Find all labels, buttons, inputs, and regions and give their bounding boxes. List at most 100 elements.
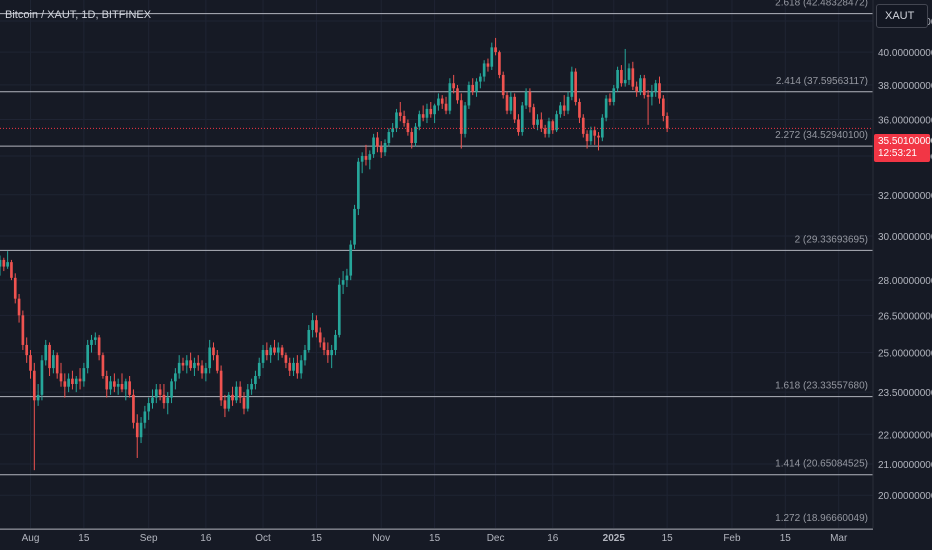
candle-body — [200, 365, 204, 374]
candle-body — [276, 347, 280, 353]
candle-body — [345, 275, 349, 281]
candle-body — [303, 350, 307, 361]
candle-body — [55, 355, 59, 374]
candle-body — [322, 342, 326, 351]
candle-body — [463, 105, 467, 134]
candle-body — [490, 47, 494, 67]
candle-body — [437, 98, 440, 106]
candle-body — [29, 355, 32, 371]
candle-body — [208, 347, 212, 369]
candle-body — [132, 394, 135, 423]
candle-body — [116, 384, 120, 387]
candle-body — [559, 105, 562, 115]
candle-body — [540, 119, 543, 129]
candle-body — [475, 81, 478, 92]
candle-body — [646, 95, 650, 97]
candle-body — [0, 259, 2, 267]
candle-body — [273, 347, 276, 353]
candle-body — [44, 344, 48, 361]
candle-body — [174, 373, 177, 382]
candle-body — [360, 156, 364, 162]
candle-body — [170, 381, 173, 398]
time-axis[interactable]: Aug 15 Sep 16 Oct 15 Nov 15 Dec 16 2025 15 Feb 15 Mar — [22, 533, 848, 544]
x-tick-label: 15 — [78, 533, 90, 544]
y-tick-label: 32.00000000 — [878, 191, 932, 202]
candle-body — [486, 63, 490, 67]
candle-body — [425, 108, 429, 118]
candle-body — [376, 137, 379, 147]
candle-body — [368, 154, 372, 160]
candle-body — [124, 381, 128, 390]
candle-body — [288, 362, 292, 371]
x-tick-label: 15 — [429, 533, 441, 544]
candle-body — [383, 143, 387, 153]
candle-body — [406, 123, 410, 133]
candle-body — [433, 105, 436, 115]
candle-body — [219, 370, 223, 401]
candle-body — [10, 262, 13, 278]
candle-body — [204, 368, 208, 374]
fib-level-label: 2.272 (34.52940100) — [775, 130, 868, 141]
candle-body — [398, 112, 402, 116]
candle-body — [608, 98, 612, 102]
y-tick-label: 36.00000000 — [878, 115, 932, 126]
candle-body — [257, 362, 261, 377]
fib-level-label: 2.414 (37.59563117) — [776, 76, 868, 87]
candle-body — [318, 332, 322, 343]
candle-body — [600, 117, 604, 138]
candle-body — [78, 378, 82, 382]
candle-body — [467, 84, 471, 106]
candle-body — [284, 355, 288, 363]
x-tick-label: Nov — [372, 533, 390, 544]
candle-body — [402, 115, 406, 124]
candle-body — [326, 350, 330, 356]
fib-level-label: 1.272 (18.96660049) — [775, 513, 868, 524]
candle-body — [177, 362, 181, 374]
candle-body — [74, 378, 78, 385]
candle-body — [482, 63, 486, 77]
symbol-search-input[interactable]: XAUT — [876, 4, 928, 28]
candle-body — [414, 126, 417, 144]
candle-body — [547, 121, 551, 134]
candle-body — [357, 161, 360, 209]
candle-body — [17, 298, 21, 316]
candle-body — [574, 71, 577, 102]
candle-body — [520, 105, 524, 133]
fib-level-label: 1.414 (20.65084525) — [775, 459, 868, 470]
candle-body — [246, 389, 250, 409]
candle-body — [501, 74, 505, 96]
x-tick-label: 15 — [780, 533, 792, 544]
candle-body — [532, 107, 536, 125]
fibonacci-retracement[interactable]: 2.618 (42.48328472) 2.414 (37.59563117) 2.… — [0, 0, 873, 530]
candle-body — [151, 397, 154, 404]
y-tick-label: 40.00000000 — [878, 48, 932, 59]
candle-body — [261, 350, 265, 363]
candle-body — [585, 133, 589, 142]
candle-body — [658, 83, 661, 99]
candle-body — [391, 128, 394, 133]
candle-body — [189, 360, 192, 369]
candle-body — [620, 69, 623, 84]
candle-body — [448, 83, 452, 111]
candle-body — [185, 360, 189, 366]
candle-body — [513, 96, 516, 120]
candle-body — [113, 381, 116, 387]
candle-body — [67, 378, 70, 387]
candle-body — [444, 103, 448, 111]
x-tick-label: 16 — [547, 533, 559, 544]
y-tick-label: 26.50000000 — [878, 311, 932, 322]
candle-body — [269, 347, 273, 356]
x-tick-label: Oct — [255, 533, 271, 544]
candle-body — [604, 98, 608, 118]
candle-body — [2, 259, 6, 267]
candle-body — [566, 96, 570, 111]
candle-body — [555, 114, 558, 131]
candle-body — [311, 320, 314, 330]
candlestick-series — [0, 37, 669, 471]
symbol-title[interactable]: Bitcoin / XAUT, 1D, BITFINEX — [5, 9, 152, 21]
candle-body — [105, 376, 109, 390]
candle-body — [97, 337, 101, 356]
candle-body — [349, 244, 353, 276]
x-tick-label: Aug — [22, 533, 40, 544]
